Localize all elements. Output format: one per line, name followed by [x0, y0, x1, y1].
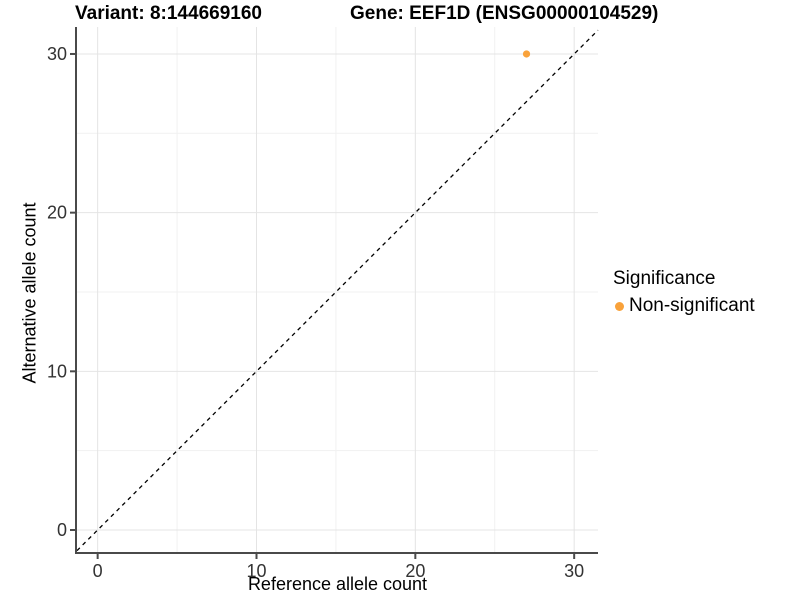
legend-entry: Non-significant [613, 295, 755, 317]
legend-entry-label: Non-significant [629, 295, 755, 316]
legend: Significance Non-significant [613, 268, 755, 317]
plot-title-gene: Gene: EEF1D (ENSG00000104529) [350, 3, 659, 24]
x-tick-label: 0 [93, 561, 103, 581]
y-tick-label: 30 [47, 44, 67, 64]
legend-title: Significance [613, 268, 716, 289]
data-point [522, 50, 531, 58]
y-axis-title: Alternative allele count [19, 202, 40, 384]
x-tick-label: 30 [564, 561, 584, 581]
legend-key-circle-icon [615, 301, 624, 311]
x-axis-title: Reference allele count [247, 574, 428, 594]
identity-reference-line [76, 29, 599, 552]
y-tick-label: 0 [57, 520, 67, 540]
x-tick-label: 10 [246, 561, 266, 581]
y-tick-label: 10 [47, 361, 67, 381]
x-tick-label: 20 [405, 561, 425, 581]
plot-title-variant: Variant: 8:144669160 [75, 3, 262, 24]
y-tick-label: 20 [47, 203, 67, 223]
